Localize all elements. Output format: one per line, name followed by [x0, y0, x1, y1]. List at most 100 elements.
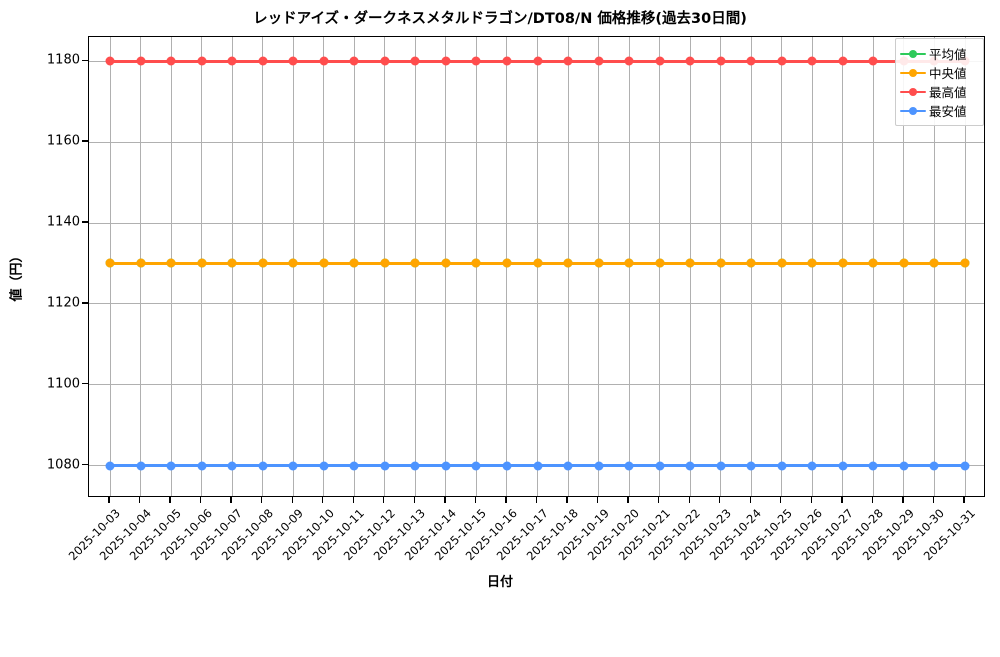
- data-point-marker: [533, 56, 542, 66]
- x-tick-mark: [474, 497, 477, 503]
- series-line-segment: [720, 262, 752, 265]
- series-line-segment: [232, 59, 263, 63]
- series-line-segment: [415, 262, 446, 265]
- series-line-segment: [323, 464, 355, 467]
- series-line-segment: [873, 464, 904, 467]
- x-tick-mark: [657, 497, 660, 503]
- gridline-horizontal: [89, 141, 984, 143]
- data-point-marker: [227, 56, 237, 66]
- data-point-marker: [258, 461, 268, 471]
- data-point-marker: [349, 461, 359, 471]
- series-line-segment: [262, 59, 294, 63]
- series-4: [89, 37, 984, 496]
- x-tick-mark: [108, 497, 110, 503]
- data-point-marker: [410, 461, 420, 471]
- x-tick-mark: [719, 497, 721, 503]
- legend-marker-icon: [900, 105, 926, 117]
- legend-item-4[interactable]: 最安値: [900, 101, 978, 120]
- series-line-segment: [812, 464, 843, 467]
- data-point-marker: [868, 461, 878, 471]
- x-tick-mark: [871, 497, 874, 503]
- y-tick-label: 1080: [46, 457, 80, 473]
- legend-item-2[interactable]: 中央値: [900, 63, 978, 82]
- data-point-marker: [166, 56, 176, 66]
- series-line-segment: [568, 59, 599, 63]
- chart-legend: 平均値 中央値 最高値最安値: [895, 38, 984, 126]
- data-point-marker: [868, 258, 878, 268]
- y-axis-tick-labels: 1080 1100 1120 1140 1160 1180: [0, 36, 80, 497]
- series-line-segment: [568, 464, 599, 467]
- series-line-segment: [842, 262, 874, 265]
- y-tick-mark: [82, 140, 88, 142]
- data-point-marker: [227, 258, 237, 268]
- series-line-segment: [506, 59, 538, 63]
- x-tick-mark: [352, 497, 354, 503]
- series-line-segment: [903, 464, 935, 467]
- legend-item-3[interactable]: 最高値: [900, 82, 978, 101]
- data-point-marker: [716, 461, 726, 471]
- series-line-segment: [140, 262, 172, 265]
- data-point-marker: [288, 56, 298, 66]
- data-point-marker: [288, 258, 298, 268]
- data-point-marker: [380, 258, 390, 268]
- series-line-segment: [110, 59, 141, 63]
- data-point-marker: [166, 461, 176, 471]
- x-tick-mark: [902, 497, 904, 503]
- x-tick-mark: [932, 497, 935, 503]
- data-point-marker: [380, 461, 390, 471]
- series-line-segment: [934, 464, 965, 467]
- data-point-marker: [838, 56, 848, 66]
- series-line-segment: [476, 262, 507, 265]
- chart-title: レッドアイズ・ダークネスメタルドラゴン/DT08/N 価格推移(過去30日間): [253, 11, 747, 27]
- series-line-segment: [262, 464, 294, 467]
- y-tick-mark: [82, 463, 88, 466]
- data-point-marker: [349, 258, 359, 268]
- y-tick-label: 1120: [46, 295, 80, 311]
- series-line-segment: [659, 262, 691, 265]
- data-point-marker: [563, 56, 573, 66]
- data-point-marker: [441, 258, 451, 268]
- data-point-marker: [594, 461, 604, 471]
- legend-label: 平均値: [929, 47, 967, 62]
- data-point-marker: [838, 258, 848, 268]
- data-point-marker: [685, 461, 695, 471]
- series-line-segment: [751, 262, 782, 265]
- data-point-marker: [349, 56, 359, 66]
- data-point-marker: [471, 56, 481, 66]
- x-axis-label: 日付: [486, 575, 513, 590]
- data-point-marker: [807, 461, 817, 471]
- data-point-marker: [563, 461, 573, 471]
- series-line-segment: [690, 464, 721, 467]
- data-point-marker: [624, 258, 634, 268]
- data-point-marker: [685, 258, 695, 268]
- data-point-marker: [197, 56, 207, 66]
- series-line-segment: [537, 262, 569, 265]
- data-point-marker: [594, 56, 604, 66]
- y-tick-mark: [82, 383, 88, 385]
- data-point-marker: [166, 258, 176, 268]
- gridline-horizontal: [89, 222, 984, 224]
- series-line-segment: [598, 464, 630, 467]
- data-point-marker: [136, 56, 146, 66]
- series-2: [89, 37, 984, 496]
- data-point-marker: [105, 56, 115, 66]
- data-point-marker: [533, 258, 542, 268]
- series-line-segment: [293, 464, 324, 467]
- x-tick-mark: [841, 497, 843, 503]
- x-tick-mark: [963, 497, 965, 503]
- x-tick-mark: [780, 497, 782, 503]
- legend-item-1[interactable]: 平均値: [900, 44, 978, 63]
- series-line-segment: [720, 59, 752, 63]
- series-line-segment: [354, 59, 385, 63]
- data-point-marker: [319, 258, 329, 268]
- data-point-marker: [258, 258, 268, 268]
- data-point-marker: [502, 258, 512, 268]
- series-line-segment: [781, 464, 813, 467]
- series-line-segment: [629, 59, 660, 63]
- legend-label: 最安値: [929, 104, 967, 119]
- series-line-segment: [659, 464, 691, 467]
- data-point-marker: [594, 258, 604, 268]
- series-line-segment: [232, 464, 263, 467]
- series-line-segment: [842, 464, 874, 467]
- x-tick-mark: [383, 497, 385, 503]
